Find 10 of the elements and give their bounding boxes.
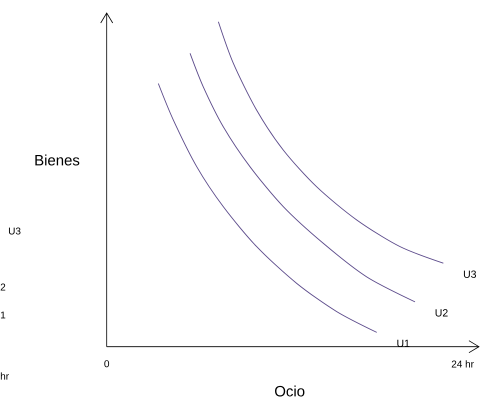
- y-axis-title: Bienes: [35, 154, 80, 166]
- text: U3: [464, 270, 476, 278]
- text: 1: [0, 312, 6, 318]
- text: hr: [0, 372, 9, 380]
- text: U3: [8, 227, 21, 235]
- x-tick-label: 0: [104, 360, 110, 368]
- text: 2: [0, 284, 6, 290]
- x-axis-title: Ocio: [275, 386, 304, 396]
- text: U2: [436, 309, 448, 317]
- x-tick-label: 24 hr: [452, 360, 474, 368]
